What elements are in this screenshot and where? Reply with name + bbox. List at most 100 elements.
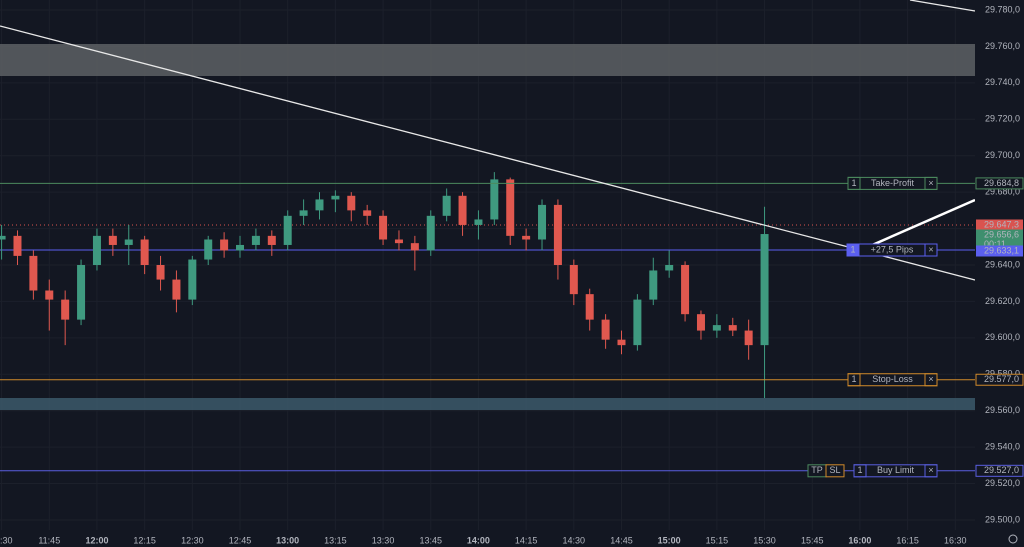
candle-body [140, 239, 149, 265]
countdown-tag [976, 239, 1023, 250]
candle-body [394, 239, 403, 244]
x-tick-label: 11:45 [38, 535, 60, 545]
x-tick-label: 15:30 [753, 535, 776, 545]
candle-body [92, 235, 101, 265]
order-text: +27,5 Pips [871, 244, 914, 254]
order-close[interactable]: × [928, 178, 933, 188]
candle-body [251, 235, 260, 245]
y-tick-label: 29.680,0 [985, 187, 1020, 197]
candle-body [458, 195, 467, 225]
tp-button-label: TP [811, 465, 823, 475]
x-tick-label: 14:00 [467, 535, 490, 545]
order-text: Buy Limit [877, 465, 915, 475]
x-tick-label: 16:00 [848, 535, 871, 545]
candle-body [299, 210, 308, 216]
price-tag [976, 245, 1023, 257]
candle-body [124, 239, 133, 245]
order-qty: 1 [851, 178, 856, 188]
y-tick-label: 29.780,0 [985, 4, 1020, 14]
order-close[interactable]: × [928, 244, 933, 254]
candle-body [522, 235, 531, 240]
price-tag [976, 219, 1023, 231]
price-tag [976, 229, 1023, 241]
price-tag [975, 373, 1024, 386]
trend-line [909, 0, 976, 12]
candle-body [649, 270, 658, 300]
zone-box [0, 398, 977, 410]
candle-body [681, 265, 690, 315]
candle-body [379, 215, 388, 240]
price-tag-label: 29.577,0 [984, 374, 1019, 384]
x-tick-label: 13:00 [276, 535, 299, 545]
y-tick-label: 29.720,0 [985, 114, 1020, 124]
price-tag-label: 29.684,8 [984, 178, 1019, 188]
trend-line [869, 198, 976, 248]
x-tick-label: 13:30 [372, 535, 395, 545]
price-tag-label: 29.527,0 [984, 465, 1019, 475]
candle-body [410, 243, 419, 251]
candle-body [474, 219, 483, 225]
candle-body [45, 290, 54, 300]
candle-body [617, 339, 626, 346]
order-text: Take-Profit [871, 178, 915, 188]
order-qty-cell [853, 464, 867, 478]
zone-box [0, 44, 977, 76]
price-tag-label: 29.647,3 [984, 219, 1019, 229]
y-tick-label: 29.600,0 [985, 332, 1020, 342]
candle-body [696, 314, 705, 331]
candle-body [490, 179, 499, 220]
candle-body [13, 235, 22, 256]
candle-body [77, 265, 86, 320]
order-qty: 1 [850, 244, 855, 254]
order-close[interactable]: × [928, 374, 933, 384]
order-close [924, 373, 938, 387]
x-tick-label: 12:15 [133, 535, 156, 545]
price-tag-label: 29.633,1 [984, 245, 1019, 255]
x-tick-label: 11:30 [0, 535, 13, 545]
y-tick-label: 29.520,0 [985, 478, 1020, 488]
y-tick-label: 29.740,0 [985, 77, 1020, 87]
x-tick-label: 14:30 [563, 535, 586, 545]
candle-body [633, 299, 642, 346]
price-tag [975, 177, 1024, 190]
candle-body [220, 239, 229, 251]
x-axis-area [0, 530, 1024, 547]
candle-body [665, 265, 674, 271]
candle-body [347, 195, 356, 211]
y-tick-label: 29.560,0 [985, 405, 1020, 415]
order-qty-cell [846, 243, 860, 257]
order-qty: 1 [851, 374, 856, 384]
x-tick-label: 12:00 [85, 535, 108, 545]
candle-body [728, 325, 737, 331]
countdown-label: 00:11 [984, 239, 1006, 249]
x-tick-label: 15:15 [706, 535, 729, 545]
order-qty-cell [847, 176, 861, 190]
settings-icon[interactable] [1008, 534, 1018, 544]
candle-body [204, 239, 213, 260]
x-tick-label: 12:30 [181, 535, 204, 545]
candle-body [442, 195, 451, 216]
x-tick-label: 16:30 [944, 535, 967, 545]
candle-body [760, 234, 769, 346]
order-text: Stop-Loss [872, 374, 913, 384]
candle-body [315, 199, 324, 211]
candle-body [188, 259, 197, 300]
candle-body [236, 244, 245, 251]
x-tick-label: 16:15 [896, 535, 919, 545]
x-tick-label: 14:45 [610, 535, 633, 545]
order-close[interactable]: × [928, 465, 933, 475]
candle-body [538, 204, 547, 240]
x-tick-label: 14:15 [515, 535, 538, 545]
candle-body [712, 325, 721, 331]
y-tick-label: 29.640,0 [985, 259, 1020, 269]
order-close [924, 243, 938, 257]
y-axis-area [975, 0, 1024, 547]
y-tick-label: 29.580,0 [985, 369, 1020, 379]
candle-body [426, 215, 435, 251]
y-tick-label: 29.500,0 [985, 514, 1020, 524]
candle-body [108, 235, 117, 245]
candle-body [506, 179, 515, 236]
y-tick-label: 29.540,0 [985, 442, 1020, 452]
